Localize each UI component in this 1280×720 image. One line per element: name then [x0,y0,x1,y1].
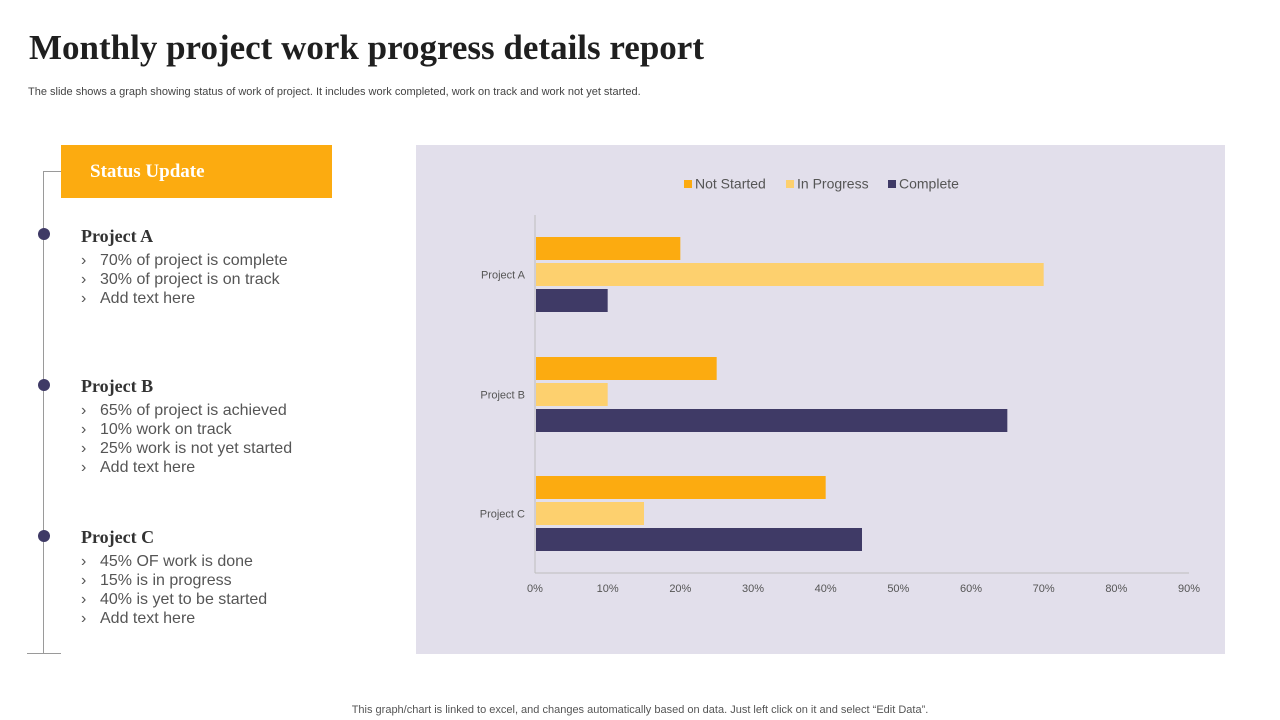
list-item: › 25% work is not yet started [81,440,293,457]
list-item: › 10% work on track [81,421,232,438]
timeline-dot-project-c [38,530,50,542]
project-b-title: Project B [81,376,154,396]
list-item: › 40% is yet to be started [81,591,268,608]
x-tick-label: 20% [669,583,691,595]
bar [536,383,608,406]
bar [536,289,608,312]
page-title: Monthly project work progress details re… [29,28,704,67]
legend-label: In Progress [797,176,869,192]
chevron-right-icon: › [81,252,87,269]
x-tick-label: 70% [1033,583,1055,595]
x-tick-label: 0% [527,583,543,595]
page-subtitle: The slide shows a graph showing status o… [28,86,641,98]
status-update-label: Status Update [90,160,205,182]
chevron-right-icon: › [81,591,87,608]
list-item: › Add text here [81,459,196,476]
timeline-dot-project-a [38,228,50,240]
y-tick-label: Project B [480,390,525,402]
chevron-right-icon: › [81,459,87,476]
x-tick-label: 50% [887,583,909,595]
project-b-bullets: › 65% of project is achieved › 10% work on… [81,401,292,477]
x-tick-label: 90% [1178,583,1200,595]
bar [536,476,826,499]
project-a-block: Project A › 70% of project is complete › 3… [81,226,288,308]
list-item: › 15% is in progress [81,572,232,589]
timeline-dot-project-b [38,379,50,391]
footer-note: This graph/chart is linked to excel, and… [351,704,929,716]
project-c-bullets: › 45% OF work is done › 15% is in progress… [81,552,267,628]
project-a-title: Project A [81,226,154,246]
list-item: › 30% of project is on track [81,271,280,288]
y-tick-label: Project C [480,509,525,521]
project-a-bullets: › 70% of project is complete › 30% of proj… [81,251,288,308]
chart-panel[interactable]: 0% 10% 20% 30% 40% 50% 60% 70% 80% 90% Project A Pr… [416,145,1225,654]
list-item: › 65% of project is achieved [81,402,287,419]
bar [536,263,1044,286]
x-tick-label: 30% [742,583,764,595]
status-update-banner: Status Update [61,145,332,198]
timeline-connector [43,171,61,172]
bar [536,409,1008,432]
x-tick-label: 80% [1105,583,1127,595]
project-b-block: Project B › 65% of project is achieved › 1… [81,376,292,477]
list-item: › Add text here [81,610,196,627]
bar [536,357,717,380]
chevron-right-icon: › [81,572,87,589]
chevron-right-icon: › [81,290,87,307]
legend-label: Not Started [695,176,766,192]
x-tick-label: 40% [815,583,837,595]
bar [536,502,644,525]
chevron-right-icon: › [81,610,87,627]
chevron-right-icon: › [81,421,87,438]
chevron-right-icon: › [81,402,87,419]
project-c-block: Project C › 45% OF work is done › 15% is i… [81,527,267,628]
bar [536,237,681,260]
x-tick-label: 60% [960,583,982,595]
chevron-right-icon: › [81,553,87,570]
bar [536,528,862,551]
legend-label: Complete [899,176,959,192]
legend-swatch [786,180,794,188]
timeline-line [43,171,44,654]
list-item: › 70% of project is complete [81,252,288,269]
list-item: › 45% OF work is done [81,553,253,570]
chevron-right-icon: › [81,271,87,288]
timeline-base [27,653,61,654]
x-tick-label: 10% [597,583,619,595]
list-item: › Add text here [81,290,196,307]
project-c-title: Project C [81,527,155,547]
chevron-right-icon: › [81,440,87,457]
bar-chart: 0% 10% 20% 30% 40% 50% 60% 70% 80% 90% Project A Pr… [480,176,1200,596]
legend-swatch [888,180,896,188]
legend-swatch [684,180,692,188]
y-tick-label: Project A [481,270,526,282]
